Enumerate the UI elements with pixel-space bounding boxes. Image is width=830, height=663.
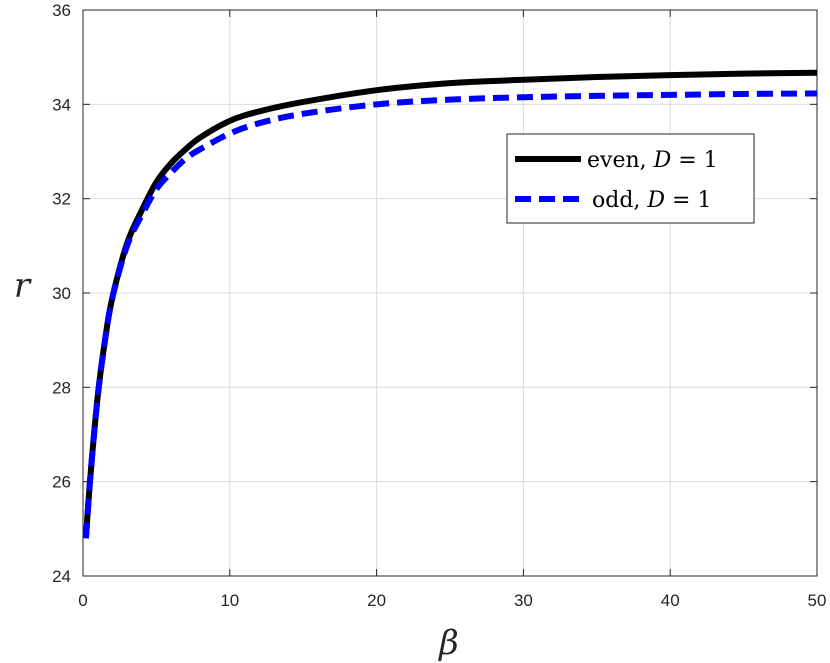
grid — [82, 9, 818, 577]
series-group — [82, 69, 818, 539]
legend-box — [506, 133, 755, 224]
y-tick-label: 34 — [52, 95, 71, 114]
x-tick-label: 20 — [367, 591, 386, 610]
legend-label-even: even, D = 1 — [587, 148, 718, 173]
y-tick-label: 24 — [52, 567, 71, 586]
series-line-even — [82, 69, 818, 539]
y-tick-label: 28 — [52, 378, 71, 397]
y-tick-label: 26 — [52, 473, 71, 492]
y-tick-label: 30 — [52, 284, 71, 303]
series-line-odd — [82, 90, 818, 539]
x-axis-label: β — [437, 623, 459, 663]
y-axis-label: r — [14, 266, 32, 306]
x-tick-label: 10 — [220, 591, 239, 610]
legend: even, D = 1 odd, D = 1 — [506, 133, 755, 224]
legend-label-odd: odd, D = 1 — [592, 188, 711, 213]
x-tick-label: 30 — [514, 591, 533, 610]
x-tick-label: 0 — [78, 591, 87, 610]
x-tick-label: 40 — [661, 591, 680, 610]
x-tick-label: 50 — [808, 591, 827, 610]
y-tick-label: 36 — [52, 1, 71, 20]
axis-ticks: 0 10 20 30 40 50 24 26 28 30 32 34 36 — [52, 1, 826, 610]
y-tick-label: 32 — [52, 190, 71, 209]
